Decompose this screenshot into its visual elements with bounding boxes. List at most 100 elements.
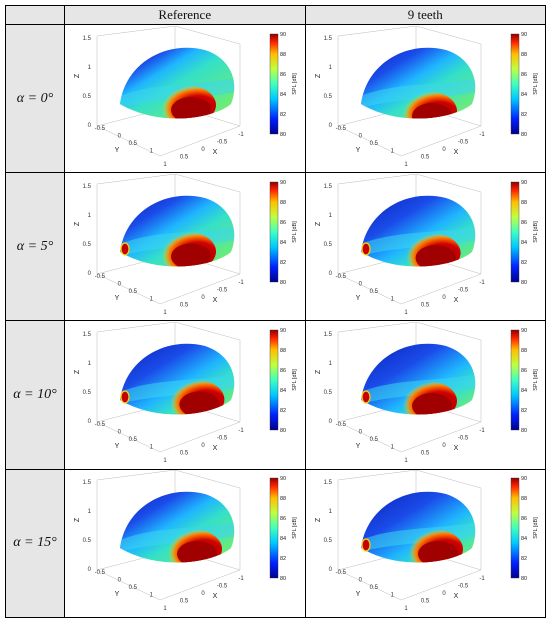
y-tick-label: -0.5: [335, 274, 346, 280]
colorbar-tick-label: 86: [521, 368, 527, 374]
colorbar-tick-label: 88: [280, 200, 286, 206]
hemisphere-plot: 1.510.50Z-0.500.51Y10.50-0.5-1X908886848…: [315, 322, 539, 464]
z-tick-label: 0.5: [323, 538, 332, 544]
z-axis-label: Z: [315, 73, 322, 78]
x-tick-label: 0.5: [420, 302, 429, 308]
x-axis-label: X: [213, 593, 218, 600]
plot-cell: 1.5 1 0.5 0 Z -0.5 0 0.5 1 Y 1 0.5 0 -0.5 -1 X 90 88 86 84 8…: [304, 24, 546, 174]
colorbar-label: SPL [dB]: [533, 72, 539, 94]
z-tick-label: 1: [328, 213, 332, 219]
colorbar-tick-label: 82: [280, 112, 286, 118]
row-label: α = 0°: [5, 24, 65, 174]
colorbar-tick-label: 80: [521, 576, 527, 582]
hemisphere-plot: 1.510.50Z-0.500.51Y10.50-0.5-1X908886848…: [74, 25, 298, 168]
z-tick-label: 0: [328, 123, 332, 129]
y-axis-label: Y: [355, 591, 360, 598]
z-tick-label: 1: [88, 213, 92, 219]
colorbar-tick-label: 84: [280, 388, 286, 394]
z-tick-label: 1.5: [323, 480, 332, 486]
colorbar-tick-label: 82: [521, 408, 527, 414]
z-tick-label: 0: [328, 271, 332, 277]
x-tick-label: 1: [404, 310, 408, 316]
x-tick-label: 0.5: [180, 154, 189, 160]
x-tick-label: 0: [442, 591, 446, 597]
colorbar-tick-label: 88: [521, 496, 527, 502]
y-tick-label: 1: [150, 445, 154, 451]
x-tick-label: 0: [442, 295, 446, 301]
y-tick-label: 0.5: [369, 289, 378, 295]
x-tick-label: 1: [163, 606, 167, 612]
colorbar-tick-label: 80: [521, 132, 527, 138]
x-axis-label: X: [453, 593, 458, 600]
y-axis-label: Y: [355, 295, 360, 302]
spl-edge-spot: [360, 538, 371, 552]
hemisphere-plot: 1.510.50Z-0.500.51Y10.50-0.5-1X908886848…: [74, 470, 298, 612]
results-table: Reference 9 teeth α = 0° 1.5 1 0.5 0 Z -0.5 0 0…: [5, 4, 546, 619]
spl-edge-spot: [360, 242, 371, 256]
colorbar-tick-label: 90: [521, 180, 527, 186]
hemisphere-plot: 1.510.50Z-0.500.51Y10.50-0.5-1X908886848…: [315, 470, 539, 612]
x-tick-label: -1: [238, 428, 244, 434]
row-label: α = 5°: [5, 172, 65, 322]
y-tick-label: -0.5: [335, 570, 346, 576]
z-tick-label: 1.5: [323, 184, 332, 190]
z-tick-label: 1: [328, 65, 332, 71]
x-tick-label: -1: [479, 428, 485, 434]
y-tick-label: 1: [150, 296, 154, 302]
colorbar-tick-label: 84: [521, 536, 527, 542]
y-tick-label: 0: [118, 430, 122, 436]
z-tick-label: 0.5: [323, 242, 332, 248]
y-tick-label: 0: [118, 281, 122, 287]
colorbar-tick-label: 90: [521, 32, 527, 38]
z-tick-label: 1: [88, 65, 92, 71]
colorbar-tick-label: 90: [521, 328, 527, 334]
colorbar-tick-label: 84: [521, 92, 527, 98]
z-tick-label: 0.5: [323, 94, 332, 100]
colorbar-tick-label: 88: [521, 200, 527, 206]
spl-max-region: [171, 96, 211, 119]
y-tick-label: 0.5: [129, 585, 138, 591]
z-tick-label: 0.5: [323, 390, 332, 396]
x-tick-label: 1: [163, 458, 167, 464]
z-tick-label: 1.5: [83, 332, 92, 338]
z-tick-label: 0: [88, 271, 92, 277]
row-label: α = 10°: [5, 320, 65, 470]
y-tick-label: 0: [118, 578, 122, 584]
spl-edge-spot: [360, 390, 371, 404]
z-axis-label: Z: [74, 518, 81, 523]
colorbar-label: SPL [dB]: [533, 221, 539, 243]
x-tick-label: 1: [404, 606, 408, 612]
plot-cell: 1.5 1 0.5 0 Z -0.5 0 0.5 1 Y 1 0.5 0 -0.5 -1 X 90 88 86 84 8…: [64, 468, 306, 619]
y-tick-label: 0.5: [369, 585, 378, 591]
colorbar-tick-label: 88: [280, 52, 286, 58]
colorbar-tick-label: 82: [521, 260, 527, 266]
colorbar-tick-label: 90: [280, 476, 286, 482]
x-tick-label: -1: [479, 280, 485, 286]
y-axis-label: Y: [355, 147, 360, 154]
colorbar-tick-label: 80: [280, 280, 286, 286]
x-tick-label: -0.5: [217, 139, 228, 145]
colorbar-tick-label: 80: [280, 132, 286, 138]
y-axis-label: Y: [115, 147, 120, 154]
axes-frame: [96, 25, 241, 156]
column-header-reference: Reference: [64, 4, 306, 26]
colorbar-tick-label: 88: [280, 348, 286, 354]
colorbar-tick-label: 86: [280, 220, 286, 226]
y-tick-label: 1: [390, 593, 394, 599]
x-tick-label: -0.5: [457, 436, 468, 442]
x-tick-label: 0: [442, 443, 446, 449]
colorbar-tick-label: 86: [280, 72, 286, 78]
colorbar-tick-label: 86: [280, 368, 286, 374]
spl-edge-spot: [120, 390, 130, 404]
x-axis-label: X: [453, 445, 458, 452]
hemisphere-plot: 1.510.50Z-0.500.51Y10.50-0.5-1X908886848…: [74, 322, 298, 464]
y-axis-label: Y: [115, 443, 120, 450]
x-tick-label: 0.5: [420, 451, 429, 457]
hemisphere-plot: 1.510.50Z-0.500.51Y10.50-0.5-1X908886848…: [315, 25, 539, 168]
y-axis-label: Y: [115, 295, 120, 302]
z-tick-label: 0: [88, 419, 92, 425]
y-tick-label: 1: [150, 593, 154, 599]
colorbar-tick-label: 84: [280, 536, 286, 542]
y-tick-label: -0.5: [95, 274, 106, 280]
colorbar-tick-label: 86: [521, 72, 527, 78]
